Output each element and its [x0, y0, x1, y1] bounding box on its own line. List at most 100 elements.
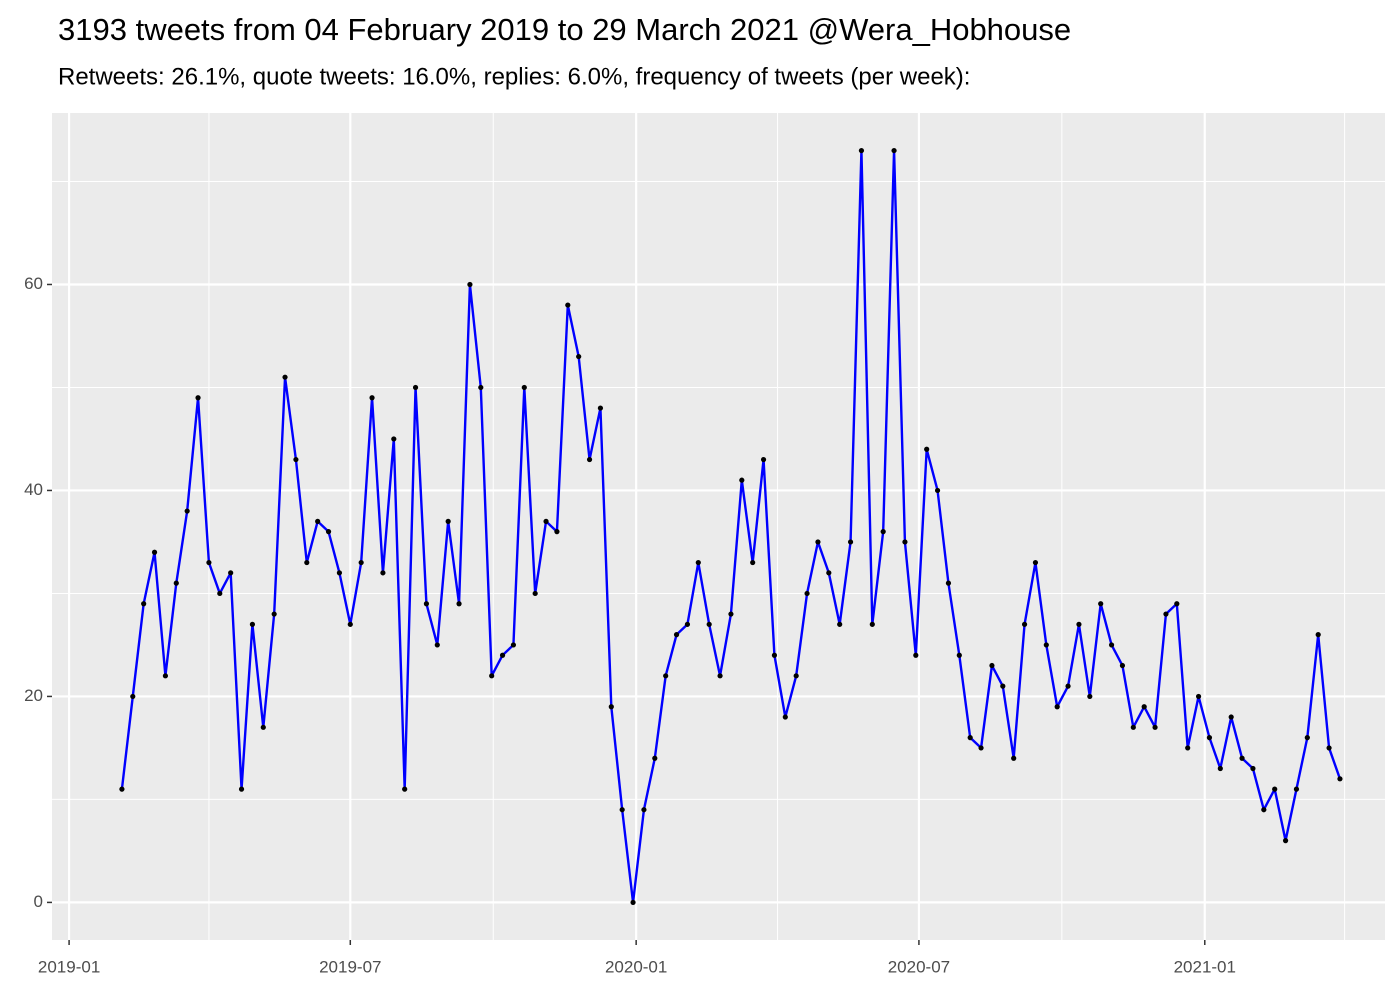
point	[402, 786, 408, 792]
point	[652, 755, 658, 761]
point	[1087, 693, 1093, 700]
point	[1239, 755, 1245, 761]
point	[119, 786, 125, 792]
point	[499, 652, 506, 658]
point	[1304, 735, 1310, 741]
point	[1098, 601, 1104, 607]
point	[663, 673, 669, 679]
point	[924, 446, 930, 452]
point	[826, 570, 832, 576]
point	[1000, 683, 1006, 689]
y-tick-label: 60	[24, 274, 43, 293]
point	[228, 570, 234, 576]
point	[206, 559, 212, 566]
point	[793, 673, 799, 679]
point	[837, 621, 843, 627]
point	[1163, 611, 1169, 617]
point	[858, 147, 865, 154]
point	[1326, 745, 1332, 751]
x-tick-label: 2020-01	[605, 957, 667, 976]
chart-subtitle: Retweets: 26.1%, quote tweets: 16.0%, re…	[58, 63, 970, 90]
point	[282, 374, 288, 380]
point	[1054, 704, 1060, 710]
point	[847, 539, 854, 545]
point	[989, 662, 995, 669]
point	[1032, 559, 1039, 566]
point	[608, 704, 614, 710]
point	[1195, 693, 1202, 700]
point	[1293, 786, 1300, 792]
point	[956, 652, 962, 658]
point	[673, 632, 680, 638]
point	[804, 590, 810, 597]
point	[880, 529, 886, 535]
point	[1043, 642, 1049, 648]
point	[1130, 724, 1136, 730]
point	[1152, 724, 1158, 730]
point	[315, 518, 321, 524]
point	[434, 642, 440, 648]
point	[467, 281, 473, 288]
point	[532, 590, 538, 597]
point	[771, 652, 778, 658]
point	[1065, 683, 1071, 689]
point	[619, 807, 625, 813]
point	[456, 601, 462, 607]
point	[1119, 662, 1126, 669]
point	[1250, 765, 1256, 772]
point	[521, 384, 527, 391]
point	[815, 539, 821, 545]
point	[684, 621, 691, 627]
point	[565, 302, 571, 308]
point	[1108, 642, 1115, 648]
point	[869, 621, 875, 627]
point	[162, 673, 169, 679]
point	[750, 559, 756, 566]
point	[1206, 735, 1213, 741]
point	[739, 477, 745, 483]
point	[325, 529, 332, 535]
point	[412, 384, 419, 391]
point	[706, 621, 712, 627]
point	[184, 508, 190, 514]
point	[1011, 755, 1017, 761]
point	[576, 353, 582, 360]
x-tick-label: 2019-01	[38, 957, 100, 976]
point	[630, 899, 636, 906]
point	[641, 807, 647, 813]
y-tick-label: 0	[34, 892, 43, 911]
point	[445, 518, 451, 524]
point	[391, 436, 397, 442]
point	[597, 405, 604, 411]
point	[130, 693, 136, 700]
point	[760, 456, 767, 463]
point	[510, 642, 517, 648]
point	[271, 611, 277, 617]
point	[782, 714, 788, 720]
point	[891, 147, 897, 154]
point	[1272, 786, 1278, 792]
point	[1315, 632, 1321, 638]
x-tick-label: 2019-07	[319, 957, 381, 976]
point	[478, 384, 484, 391]
point	[1217, 765, 1223, 772]
point	[369, 395, 375, 401]
point	[728, 611, 734, 617]
point	[358, 559, 364, 566]
y-tick-label: 40	[24, 480, 43, 499]
chart-title: 3193 tweets from 04 February 2019 to 29 …	[58, 12, 1071, 47]
plot-panel	[52, 113, 1385, 940]
point	[695, 559, 701, 566]
point	[489, 673, 495, 679]
y-tick-label: 20	[24, 686, 43, 705]
point	[347, 621, 353, 627]
point	[1261, 807, 1267, 813]
point	[293, 456, 299, 463]
point	[1021, 621, 1028, 627]
point	[945, 580, 952, 586]
point	[1185, 745, 1191, 751]
point	[195, 395, 201, 401]
point	[586, 456, 593, 463]
point	[217, 590, 223, 597]
point	[304, 559, 310, 566]
